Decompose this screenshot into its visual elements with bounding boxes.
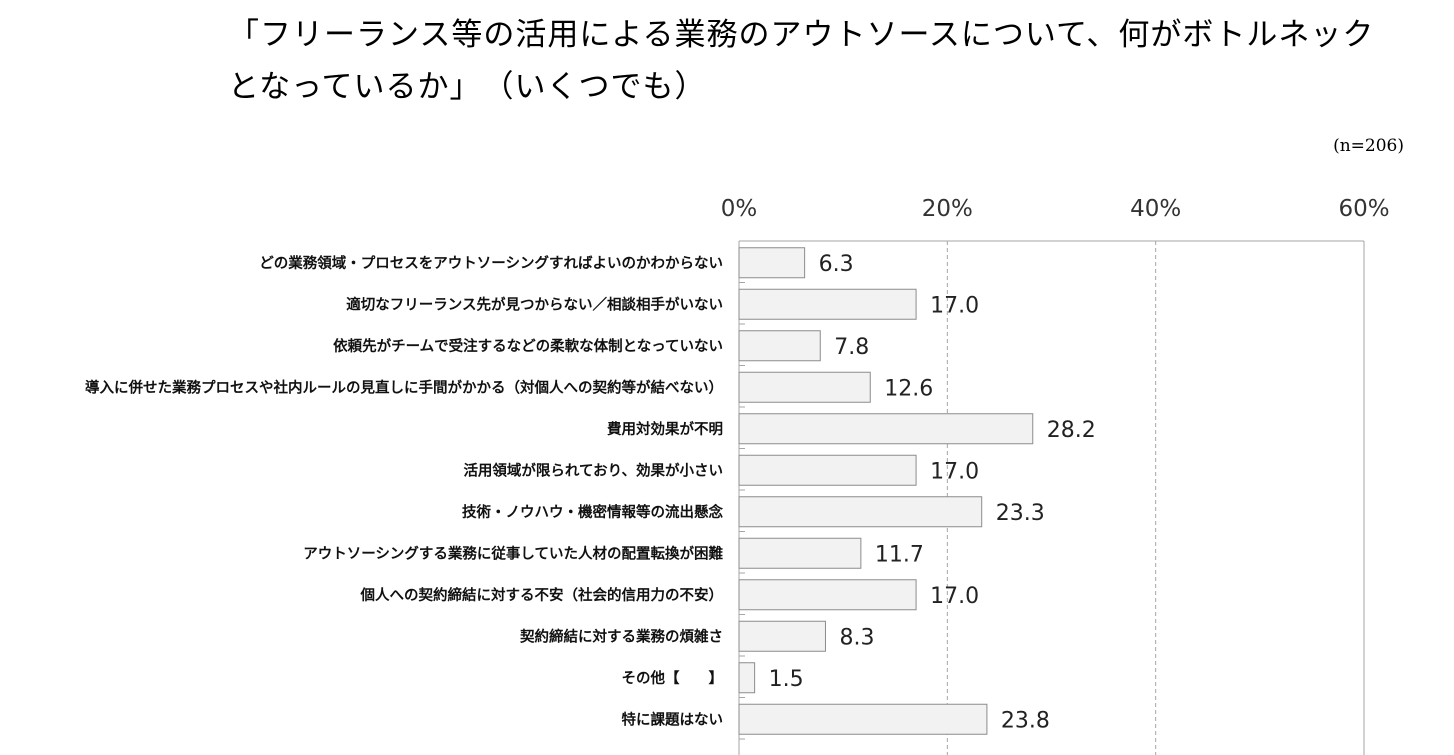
category-label: どの業務領域・プロセスをアウトソーシングすればよいのかわからない (259, 254, 723, 272)
category-label: 個人への契約締結に対する不安（社会的信用力の不安） (360, 586, 724, 604)
bar (738, 247, 806, 279)
category-label: 活用領域が限られており、効果が小さい (463, 461, 723, 479)
data-label: 23.3 (996, 501, 1045, 526)
x-tick-label: 40% (1130, 196, 1181, 222)
bar (738, 579, 917, 611)
data-label: 6.3 (819, 252, 854, 277)
bar (738, 703, 988, 735)
chart-title-line-1: 「フリーランス等の活用による業務のアウトソースについて、何がボトルネック (228, 17, 1375, 53)
chart-title-line-2: となっているか」 （いくつでも） (228, 69, 707, 105)
bar (738, 413, 1034, 445)
bar (738, 620, 826, 652)
x-tick-label: 60% (1338, 196, 1389, 222)
data-label: 17.0 (930, 459, 979, 484)
x-tick-label: 0% (721, 196, 758, 222)
data-label: 12.6 (884, 376, 933, 401)
data-label: 7.8 (834, 335, 869, 360)
bar (738, 330, 821, 362)
data-label: 23.8 (1001, 708, 1050, 733)
data-label: 1.5 (769, 667, 804, 692)
bar (738, 371, 871, 403)
data-label: 28.2 (1047, 418, 1096, 443)
category-label: 導入に併せた業務プロセスや社内ルールの見直しに手間がかかる（対個人への契約等が結… (85, 378, 723, 396)
category-label: 依頼先がチームで受注するなどの柔軟な体制となっていない (333, 337, 723, 355)
data-label: 8.3 (839, 625, 874, 650)
bar (738, 496, 983, 528)
category-label: 特に課題はない (622, 710, 724, 728)
category-label: 費用対効果が不明 (607, 420, 723, 438)
category-label: 適切なフリーランス先が見つからない／相談相手がいない (346, 295, 723, 313)
data-label: 17.0 (930, 584, 979, 609)
data-label: 11.7 (875, 542, 924, 567)
bar (738, 288, 917, 320)
category-label: 契約締結に対する業務の煩雑さ (519, 627, 723, 645)
bar (738, 662, 756, 694)
category-label: その他【 】 (622, 669, 724, 687)
category-label: 技術・ノウハウ・機密情報等の流出懸念 (462, 503, 723, 521)
category-label: アウトソーシングする業務に従事していた人材の配置転換が困難 (303, 544, 723, 562)
bar (738, 454, 917, 486)
x-tick-label: 20% (922, 196, 973, 222)
data-label: 17.0 (930, 293, 979, 318)
sample-size-note: (n=206) (1333, 136, 1404, 156)
bar (738, 537, 862, 569)
